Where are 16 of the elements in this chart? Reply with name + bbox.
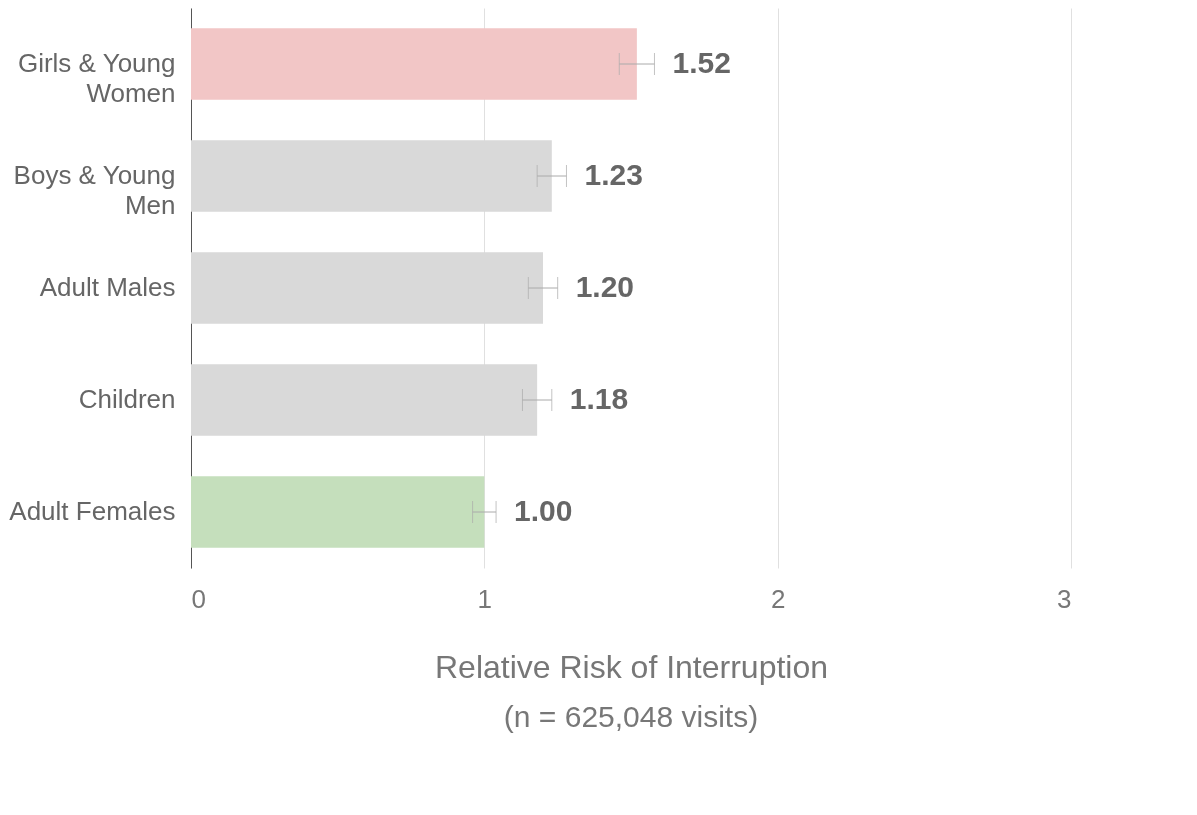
data-label: 1.00 xyxy=(514,494,573,527)
x-tick-label: 1 xyxy=(477,583,493,614)
data-label: 1.23 xyxy=(584,158,643,191)
x-axis-title: Relative Risk of Interruption xyxy=(434,648,829,685)
x-tick-label: 2 xyxy=(770,583,786,614)
x-tick-label: 0 xyxy=(191,583,206,614)
y-tick-label: Girls & Young Women xyxy=(17,48,176,108)
text: (n = 625,048 visits) xyxy=(503,700,759,733)
data-label: 1.18 xyxy=(569,382,629,415)
data-label: 1.20 xyxy=(575,270,635,303)
y-tick-label: Boys & Young Men xyxy=(13,160,176,220)
data-label: 1.52 xyxy=(672,46,731,79)
y-tick-label: Adult Males xyxy=(39,272,176,302)
y-tick-label: Children xyxy=(78,384,176,414)
y-tick-label: Adult Females xyxy=(9,496,176,526)
x-tick-label: 3 xyxy=(1057,583,1072,614)
